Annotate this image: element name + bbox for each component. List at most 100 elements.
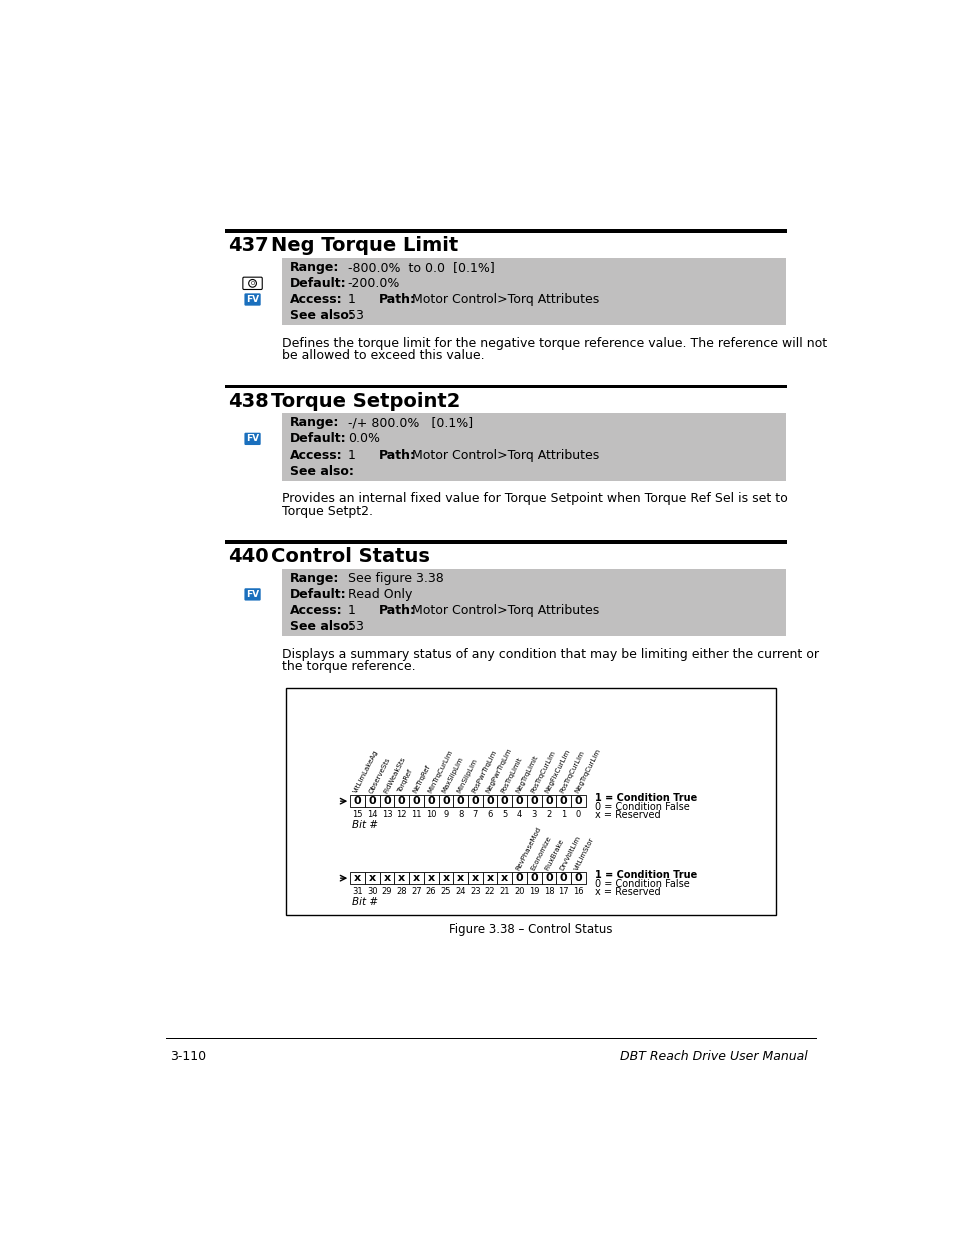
Bar bbox=[438, 795, 453, 808]
Text: 0: 0 bbox=[354, 797, 361, 806]
Text: 12: 12 bbox=[396, 810, 407, 819]
Bar bbox=[282, 412, 785, 480]
Text: 25: 25 bbox=[440, 887, 451, 895]
Text: Provides an internal fixed value for Torque Setpoint when Torque Ref Sel is set : Provides an internal fixed value for Tor… bbox=[282, 493, 787, 505]
Text: 53: 53 bbox=[348, 309, 363, 322]
Bar bbox=[379, 795, 394, 808]
Text: 3: 3 bbox=[531, 810, 537, 819]
Bar bbox=[512, 795, 526, 808]
Text: MinTrqCurLim: MinTrqCurLim bbox=[426, 750, 453, 794]
Text: x: x bbox=[413, 873, 419, 883]
Text: Motor Control>Torq Attributes: Motor Control>Torq Attributes bbox=[412, 293, 598, 306]
Text: 29: 29 bbox=[381, 887, 392, 895]
Text: 437: 437 bbox=[228, 236, 268, 254]
Text: 0: 0 bbox=[559, 797, 567, 806]
Bar bbox=[438, 872, 453, 884]
Bar bbox=[379, 872, 394, 884]
Text: FluxBrake: FluxBrake bbox=[544, 837, 565, 871]
Text: Figure 3.38 – Control Status: Figure 3.38 – Control Status bbox=[449, 923, 612, 936]
Text: Neg Torque Limit: Neg Torque Limit bbox=[271, 236, 458, 254]
Bar bbox=[497, 795, 512, 808]
Text: 30: 30 bbox=[367, 887, 377, 895]
Text: Motor Control>Torq Attributes: Motor Control>Torq Attributes bbox=[412, 604, 598, 618]
Bar bbox=[409, 795, 423, 808]
Text: 6: 6 bbox=[487, 810, 493, 819]
Bar bbox=[541, 795, 556, 808]
Bar bbox=[350, 795, 365, 808]
Text: 14: 14 bbox=[367, 810, 377, 819]
Bar bbox=[482, 795, 497, 808]
Text: Range:: Range: bbox=[290, 416, 338, 430]
Text: Economize: Economize bbox=[529, 835, 552, 871]
Text: DrvVoltLim: DrvVoltLim bbox=[558, 835, 581, 871]
FancyBboxPatch shape bbox=[244, 588, 260, 600]
Text: FV: FV bbox=[246, 435, 259, 443]
Bar bbox=[497, 872, 512, 884]
Text: PosTrqCurLim: PosTrqCurLim bbox=[558, 750, 585, 794]
Text: 0: 0 bbox=[530, 873, 537, 883]
Text: 19: 19 bbox=[529, 887, 539, 895]
Bar bbox=[423, 872, 438, 884]
Text: 9: 9 bbox=[443, 810, 448, 819]
Bar bbox=[468, 795, 482, 808]
FancyBboxPatch shape bbox=[244, 432, 260, 445]
Bar bbox=[541, 872, 556, 884]
Text: See also:: See also: bbox=[290, 309, 354, 322]
Text: -/+ 800.0%   [0.1%]: -/+ 800.0% [0.1%] bbox=[348, 416, 473, 430]
Bar bbox=[224, 540, 786, 543]
Text: x: x bbox=[472, 873, 478, 883]
Text: PosPwrTrqLim: PosPwrTrqLim bbox=[470, 750, 497, 794]
Text: 0: 0 bbox=[574, 797, 581, 806]
Bar bbox=[286, 688, 776, 915]
Text: 5: 5 bbox=[501, 810, 507, 819]
Text: Control Status: Control Status bbox=[271, 547, 430, 566]
Text: VltLimStor: VltLimStor bbox=[574, 836, 595, 871]
Text: 23: 23 bbox=[470, 887, 480, 895]
Text: Access:: Access: bbox=[290, 448, 342, 462]
Text: 1 = Condition True: 1 = Condition True bbox=[595, 793, 697, 804]
Text: Path:: Path: bbox=[378, 293, 416, 306]
Bar bbox=[468, 872, 482, 884]
Bar bbox=[394, 872, 409, 884]
Text: RevPhaseMod: RevPhaseMod bbox=[515, 826, 541, 871]
FancyBboxPatch shape bbox=[244, 294, 260, 306]
Text: x: x bbox=[397, 873, 405, 883]
Text: Defines the torque limit for the negative torque reference value. The reference : Defines the torque limit for the negativ… bbox=[282, 337, 826, 350]
Text: O: O bbox=[250, 280, 254, 285]
Text: Access:: Access: bbox=[290, 293, 342, 306]
Bar bbox=[526, 795, 541, 808]
Text: 0: 0 bbox=[427, 797, 435, 806]
Text: Range:: Range: bbox=[290, 572, 338, 584]
Text: 0: 0 bbox=[397, 797, 405, 806]
Text: 0: 0 bbox=[383, 797, 391, 806]
Text: 22: 22 bbox=[484, 887, 495, 895]
Text: 26: 26 bbox=[425, 887, 436, 895]
Text: 15: 15 bbox=[352, 810, 362, 819]
Bar bbox=[571, 872, 585, 884]
Text: 0 = Condition False: 0 = Condition False bbox=[595, 802, 689, 811]
Text: x = Reserved: x = Reserved bbox=[595, 810, 660, 820]
Text: 4: 4 bbox=[517, 810, 521, 819]
Text: Torque Setpoint2: Torque Setpoint2 bbox=[271, 391, 460, 410]
Text: 11: 11 bbox=[411, 810, 421, 819]
Text: Bit #: Bit # bbox=[352, 820, 377, 830]
Text: 0.0%: 0.0% bbox=[348, 432, 379, 446]
Text: PosTrqCurLim: PosTrqCurLim bbox=[529, 750, 556, 794]
Bar bbox=[423, 795, 438, 808]
Text: VltLimLakeAg: VltLimLakeAg bbox=[353, 750, 379, 794]
Text: FldWeakSts: FldWeakSts bbox=[382, 756, 406, 794]
Text: Access:: Access: bbox=[290, 604, 342, 618]
Text: 1: 1 bbox=[348, 604, 355, 618]
Text: x: x bbox=[456, 873, 464, 883]
Text: be allowed to exceed this value.: be allowed to exceed this value. bbox=[282, 350, 484, 362]
Text: -800.0%  to 0.0  [0.1%]: -800.0% to 0.0 [0.1%] bbox=[348, 261, 494, 274]
Text: 0: 0 bbox=[368, 797, 375, 806]
Bar bbox=[556, 795, 571, 808]
Bar bbox=[282, 258, 785, 325]
Text: 17: 17 bbox=[558, 887, 568, 895]
Text: 1 = Condition True: 1 = Condition True bbox=[595, 871, 697, 881]
Text: ObserveSts: ObserveSts bbox=[367, 756, 391, 794]
Text: 16: 16 bbox=[573, 887, 583, 895]
Bar bbox=[394, 795, 409, 808]
Text: 0: 0 bbox=[456, 797, 464, 806]
